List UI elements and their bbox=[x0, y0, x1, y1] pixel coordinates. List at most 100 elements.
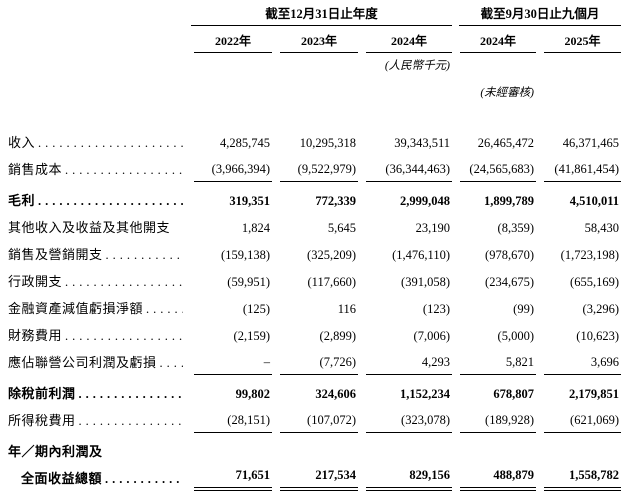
cell-value-2025-nine-months: (621,069) bbox=[544, 406, 621, 433]
row-label: 全面收益總額 bbox=[0, 464, 186, 491]
table-row: 其他收入及收益及其他開支 1,824 5,645 23,190 (8,359) … bbox=[0, 213, 621, 240]
column-group-nine-months: 截至9月30日止九個月 bbox=[459, 7, 621, 26]
cell-value-2025-nine-months: (3,296) bbox=[582, 302, 619, 316]
cell-value-2023: (2,899) bbox=[319, 329, 356, 343]
row-label: 銷售成本 bbox=[0, 155, 186, 182]
dot-leader bbox=[65, 274, 183, 290]
column-header-2023: 2023年 bbox=[280, 34, 358, 53]
cell-value-2022: – bbox=[194, 348, 272, 375]
cell-value-2022: 319,351 bbox=[229, 194, 270, 208]
table-row: 收入 4,285,745 10,295,318 39,343,511 26,46… bbox=[0, 128, 621, 155]
cell-value-2023: (325,209) bbox=[307, 248, 356, 262]
dot-leader bbox=[106, 247, 183, 263]
cell-value-2022: 71,651 bbox=[194, 464, 272, 491]
cell-value-2022: (2,159) bbox=[233, 329, 270, 343]
column-group-annual: 截至12月31日止年度 bbox=[191, 7, 452, 26]
row-label-text: 年／期內利潤及 bbox=[8, 444, 103, 459]
cell-value-2023: (7,726) bbox=[280, 348, 358, 375]
row-label: 所得稅費用 bbox=[0, 406, 186, 433]
cell-value-2024: 1,152,234 bbox=[400, 387, 450, 401]
row-label-text: 銷售成本 bbox=[8, 162, 63, 177]
dot-leader bbox=[146, 301, 183, 317]
cell-value-2023: (117,660) bbox=[307, 275, 357, 289]
table-row: 財務費用 (2,159) (2,899) (7,006) (5,000) (10… bbox=[0, 321, 621, 348]
cell-value-2023: (107,072) bbox=[280, 406, 358, 433]
cell-value-2024-nine-months: (5,000) bbox=[497, 329, 534, 343]
cell-value-2024: (391,058) bbox=[401, 275, 450, 289]
cell-value-2024 bbox=[366, 437, 452, 464]
row-label-text: 除稅前利潤 bbox=[8, 386, 76, 401]
cell-value-2025-nine-months bbox=[544, 437, 621, 464]
cell-value-2024-nine-months: (978,670) bbox=[485, 248, 534, 262]
table-row: 金融資產減值虧損淨額 (125) 116 (123) (99) (3,296) bbox=[0, 294, 621, 321]
cell-value-2025-nine-months: 46,371,465 bbox=[562, 136, 619, 150]
cell-value-2025-nine-months: (655,169) bbox=[570, 275, 619, 289]
row-label: 金融資產減值虧損淨額 bbox=[0, 294, 186, 321]
cell-value-2024-nine-months: 1,899,789 bbox=[484, 194, 534, 208]
row-label-text: 收入 bbox=[8, 135, 36, 150]
cell-value-2025-nine-months: 2,179,851 bbox=[569, 387, 619, 401]
cell-value-2024: (36,344,463) bbox=[366, 155, 452, 182]
dot-leader bbox=[160, 355, 183, 371]
dot-leader bbox=[79, 386, 183, 402]
cell-value-2022: (159,138) bbox=[221, 248, 270, 262]
table-row: 銷售及營銷開支 (159,138) (325,209) (1,476,110) … bbox=[0, 240, 621, 267]
row-label: 財務費用 bbox=[0, 321, 186, 348]
row-label: 除稅前利潤 bbox=[0, 379, 186, 406]
cell-value-2025-nine-months: 3,696 bbox=[544, 348, 621, 375]
cell-value-2022: 1,824 bbox=[241, 221, 270, 235]
currency-note-row: (人民幣千元) bbox=[0, 53, 621, 74]
cell-value-2024-nine-months: (8,359) bbox=[497, 221, 534, 235]
cell-value-2022: (59,951) bbox=[227, 275, 270, 289]
dot-leader bbox=[38, 193, 183, 209]
cell-value-2024: 4,293 bbox=[366, 348, 452, 375]
cell-value-2023: (9,522,979) bbox=[280, 155, 358, 182]
row-label: 行政開支 bbox=[0, 267, 186, 294]
dot-leader bbox=[65, 162, 183, 178]
cell-value-2025-nine-months: (1,723,198) bbox=[560, 248, 619, 262]
column-header-2024-nine-months: 2024年 bbox=[460, 34, 536, 53]
cell-value-2024-nine-months: (99) bbox=[513, 302, 534, 316]
cell-value-2024-nine-months: (189,928) bbox=[460, 406, 536, 433]
row-label-text: 全面收益總額 bbox=[21, 471, 103, 486]
cell-value-2024-nine-months: (234,675) bbox=[485, 275, 534, 289]
column-header-2024: 2024年 bbox=[366, 34, 452, 53]
row-label-text: 其他收入及收益及其他開支 bbox=[8, 220, 171, 235]
dot-leader bbox=[79, 413, 183, 429]
cell-value-2023: 10,295,318 bbox=[299, 136, 356, 150]
row-label-text: 財務費用 bbox=[8, 328, 63, 343]
row-label: 收入 bbox=[0, 128, 186, 155]
cell-value-2024-nine-months bbox=[460, 437, 536, 464]
row-label: 其他收入及收益及其他開支 bbox=[0, 213, 186, 240]
cell-value-2025-nine-months: 1,558,782 bbox=[544, 464, 621, 491]
cell-value-2022: 99,802 bbox=[235, 387, 270, 401]
row-label: 年／期內利潤及 bbox=[0, 437, 186, 464]
row-label: 毛利 bbox=[0, 186, 186, 213]
table-row: 應佔聯營公司利潤及虧損 – (7,726) 4,293 5,821 3,696 bbox=[0, 348, 621, 375]
cell-value-2024-nine-months: (24,565,683) bbox=[460, 155, 536, 182]
unaudited-note-row: (未經審核) bbox=[0, 74, 621, 101]
currency-note: (人民幣千元) bbox=[384, 60, 450, 73]
cell-value-2024: 2,999,048 bbox=[400, 194, 450, 208]
row-label: 銷售及營銷開支 bbox=[0, 240, 186, 267]
cell-value-2022: (3,966,394) bbox=[194, 155, 272, 182]
cell-value-2024: (323,078) bbox=[366, 406, 452, 433]
table-row: 所得稅費用 (28,151) (107,072) (323,078) (189,… bbox=[0, 406, 621, 433]
cell-value-2024: 23,190 bbox=[415, 221, 450, 235]
table-row: 毛利 319,351 772,339 2,999,048 1,899,789 4… bbox=[0, 186, 621, 213]
dot-leader bbox=[38, 135, 183, 151]
cell-value-2024: (123) bbox=[422, 302, 450, 316]
table-header-groups: 截至12月31日止年度 截至9月30日止九個月 bbox=[0, 4, 621, 26]
cell-value-2023: 116 bbox=[337, 302, 356, 316]
table-row: 行政開支 (59,951) (117,660) (391,058) (234,6… bbox=[0, 267, 621, 294]
cell-value-2024: 829,156 bbox=[366, 464, 452, 491]
column-header-2025-nine-months: 2025年 bbox=[544, 34, 621, 53]
cell-value-2023: 772,339 bbox=[315, 194, 356, 208]
cell-value-2022 bbox=[194, 437, 272, 464]
cell-value-2025-nine-months: 4,510,011 bbox=[569, 194, 619, 208]
cell-value-2023: 5,645 bbox=[327, 221, 356, 235]
dot-leader bbox=[105, 471, 183, 487]
row-label-text: 行政開支 bbox=[8, 274, 63, 289]
row-label-text: 金融資產減值虧損淨額 bbox=[8, 301, 144, 316]
